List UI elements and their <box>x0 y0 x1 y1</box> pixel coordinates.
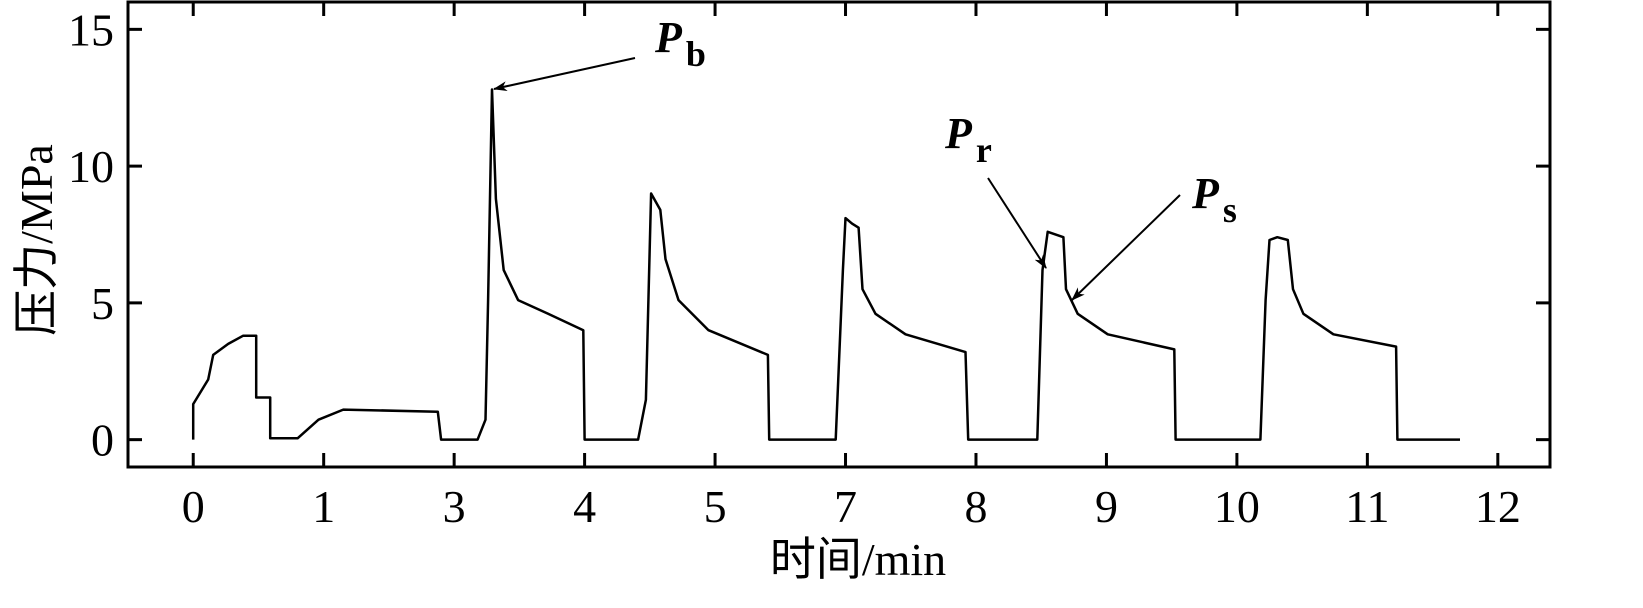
annotation-arrow <box>987 177 1047 269</box>
x-tick-label: 5 <box>704 481 727 532</box>
plot-frame <box>126 0 1552 469</box>
annotation-sub: b <box>686 34 706 74</box>
x-tick-label: 3 <box>443 481 466 532</box>
x-tick-label: 7 <box>834 481 857 532</box>
annotation-text: P <box>944 109 973 158</box>
x-axis-label: 时间/min <box>770 534 946 585</box>
x-tick-label: 4 <box>573 481 596 532</box>
x-tick-label: 11 <box>1345 481 1389 532</box>
y-axis-label: 压力/MPa <box>11 144 62 336</box>
annotation-sub: s <box>1223 190 1237 230</box>
annotation-arrow <box>493 57 636 92</box>
x-tick-label: 9 <box>1095 481 1118 532</box>
x-tick-label: 0 <box>182 481 205 532</box>
annotation-arrow <box>1071 194 1181 301</box>
x-tick-label: 12 <box>1475 481 1521 532</box>
x-tick-label: 8 <box>964 481 987 532</box>
x-tick-label: 10 <box>1214 481 1260 532</box>
annotation-sub: r <box>976 130 992 170</box>
y-tick-label: 10 <box>68 141 114 192</box>
y-tick-label: 5 <box>91 278 114 329</box>
annotation-text: P <box>654 13 683 62</box>
annotation-text: P <box>1191 169 1220 218</box>
y-tick-label: 0 <box>91 415 114 466</box>
x-tick-label: 1 <box>312 481 335 532</box>
data-line <box>191 88 1460 441</box>
y-tick-label: 15 <box>68 4 114 55</box>
